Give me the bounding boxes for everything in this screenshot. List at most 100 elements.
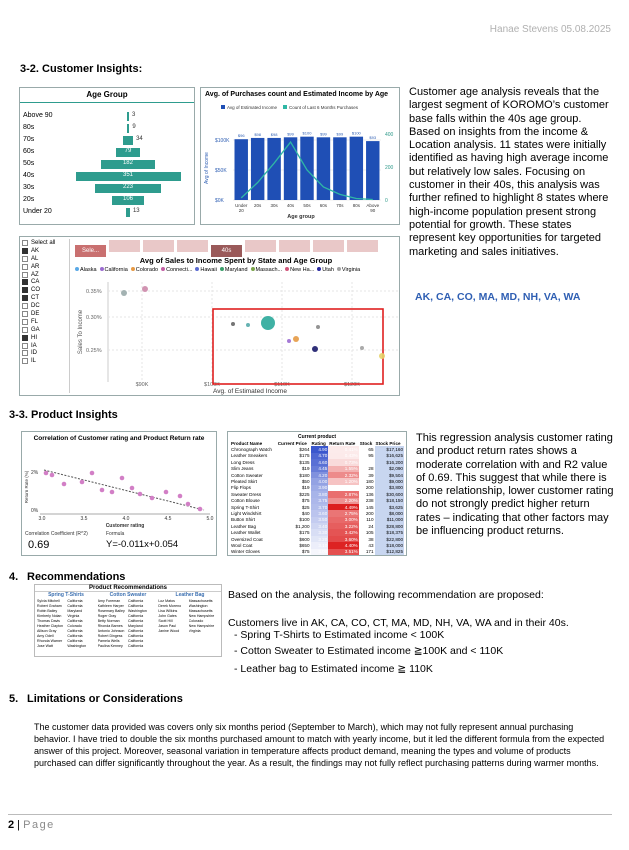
- x-tick: 60s: [320, 203, 328, 208]
- regression-point: [43, 470, 49, 476]
- table-row: Winter Gloves $75 3.00 3.51% 171 $12,825: [231, 548, 404, 556]
- y-tick: 0.35%: [86, 289, 102, 295]
- scatter-legend-item: Alaska: [75, 267, 97, 273]
- x-tick: 20s: [254, 203, 262, 208]
- rec-item: - Spring T-Shirts to Estimated income < …: [234, 629, 445, 641]
- scatter-point: [287, 339, 291, 343]
- age-group-chart: Age Group Above 90 80s 70s 60s 50s 40s 30s 20s U…: [19, 87, 195, 225]
- table-row: Long Dress $135 4.60 0.73% $16,200: [231, 459, 404, 466]
- age-tab[interactable]: [143, 240, 174, 252]
- y-tick: 0%: [31, 508, 39, 514]
- regression-point: [163, 489, 169, 495]
- x-tick: 40s: [287, 203, 295, 208]
- age-tab[interactable]: [109, 240, 140, 252]
- age-category-label: Above 90: [23, 112, 53, 119]
- table-row: Cotton Blouse $75 3.75 2.20% 238 $18,150: [231, 497, 404, 504]
- state-checkbox-fl[interactable]: FL: [22, 318, 69, 326]
- state-checkbox-al[interactable]: AL: [22, 255, 69, 263]
- state-checkbox-ct[interactable]: CT: [22, 294, 69, 302]
- scatter-legend-item: Hawaii: [195, 267, 217, 273]
- regression-point: [197, 506, 203, 512]
- table-row: Pleated Skirt $50 4.00 1.20% 180 $9,000: [231, 478, 404, 485]
- x-tick: Above: [366, 203, 379, 208]
- scatter-legend-item: Maryland: [219, 267, 248, 273]
- age-chart-title: Age Group: [86, 90, 128, 99]
- table-row: Button Shirt $100 3.50 3.00% 110 $11,000: [231, 516, 404, 524]
- age-bar: [126, 207, 130, 217]
- y2-tick: 400: [385, 132, 394, 138]
- table-row: Jose Watt Washington Paulina Kenney Califor…: [37, 644, 144, 648]
- section-title-customer-insights: 3-2. Customer Insights:: [20, 63, 143, 75]
- income-value-label: $100: [303, 131, 313, 136]
- scatter-point: [142, 286, 148, 292]
- regression-plot: 2% 0%Return Rate (%) 3.0 3.5 4.0 4.5 5.0 Custom…: [24, 469, 214, 529]
- table-row: Oversized Coat $600 3.20 3.60% 38 $22,800: [231, 535, 404, 543]
- table-row: Wool Coat $650 3.10 4.40% 43 $18,000: [231, 542, 404, 549]
- scatter-point: [379, 353, 385, 359]
- footer-divider: [8, 814, 612, 815]
- scatter-legend-item: Virginia: [336, 267, 360, 273]
- table-row: Allison Gray California Antonio Johnson Cal…: [37, 629, 201, 633]
- state-checkbox-ak[interactable]: AK: [22, 247, 69, 255]
- state-checkbox-ar[interactable]: AR: [22, 263, 69, 271]
- state-checkbox-az[interactable]: AZ: [22, 271, 69, 279]
- regression-point: [137, 491, 143, 497]
- y-tick: 0.30%: [86, 315, 102, 321]
- age-tab[interactable]: [279, 240, 310, 252]
- table-row: Light Windshirt $40 3.60 2.75% 200 $8,000: [231, 510, 404, 517]
- legend-income: Avg of Estimated Income: [221, 105, 277, 110]
- age-tab[interactable]: Sele...: [75, 245, 106, 257]
- income-value-label: $99: [337, 131, 344, 136]
- x-tick: 80s: [353, 203, 361, 208]
- trend-line: [43, 469, 205, 511]
- rec-intro: Based on the analysis, the following rec…: [228, 589, 544, 601]
- table-row: Leather Bag $1,200 3.40 3.22% 24 $28,800: [231, 523, 404, 530]
- age-category-label: 20s: [23, 196, 35, 203]
- rec-table-title: Product Recommendations: [35, 585, 221, 592]
- table-row: Amy Odell California Robert Dingess Califor…: [37, 634, 144, 638]
- state-checkbox-ia[interactable]: IA: [22, 342, 69, 350]
- product-table: Product Name Current Price Rating Return Ra…: [230, 440, 404, 556]
- state-checkbox-id[interactable]: ID: [22, 349, 69, 357]
- age-bar-value: 79: [124, 148, 132, 154]
- state-checkbox-co[interactable]: CO: [22, 286, 69, 294]
- state-checkbox-il[interactable]: IL: [22, 357, 69, 365]
- author-date: Hanae Stevens 05.08.2025: [489, 24, 611, 35]
- state-checkbox-ca[interactable]: CA: [22, 278, 69, 286]
- x-tick: 4.5: [165, 516, 172, 522]
- table-row: Robin Bailey Maryland Rosemary Bailey Washi…: [37, 609, 213, 613]
- age-tab[interactable]: [177, 240, 208, 252]
- x-tick: 4.0: [123, 516, 130, 522]
- highlight-box: [212, 308, 384, 385]
- section-title-product-insights: 3-3. Product Insights: [9, 409, 118, 421]
- age-tab[interactable]: 40s: [211, 245, 242, 257]
- age-bar: [122, 135, 134, 145]
- age-tab[interactable]: [313, 240, 344, 252]
- page-sep: |: [14, 819, 24, 831]
- income-bar: [267, 137, 281, 200]
- table-row: Robert Graham California Kathleen Harper Ca…: [37, 604, 208, 608]
- x-tick: 90: [370, 208, 376, 213]
- scatter-legend-item: California: [99, 267, 128, 273]
- customer-insights-text: Customer age analysis reveals that the l…: [409, 86, 609, 258]
- state-checkbox-dc[interactable]: DC: [22, 302, 69, 310]
- age-tab[interactable]: [347, 240, 378, 252]
- product-table-title: Current product: [297, 434, 337, 440]
- state-checkbox-hi[interactable]: HI: [22, 334, 69, 342]
- x-tick: $100K: [204, 382, 220, 388]
- x-tick: 5.0: [207, 516, 214, 522]
- income-value-label: $93: [369, 135, 376, 140]
- scatter-point: [261, 316, 275, 330]
- y-tick: $50K: [215, 168, 227, 174]
- table-row: Chronograph Watch $264 4.90 0.41% 65 $17,160: [231, 446, 404, 453]
- section-title-recommendations: Recommendations: [27, 571, 126, 583]
- regression-title: Correlation of Customer rating and Produ…: [33, 435, 205, 442]
- age-tab[interactable]: [245, 240, 276, 252]
- x-tick: 70s: [336, 203, 344, 208]
- state-checkbox-de[interactable]: DE: [22, 310, 69, 318]
- income-bar: [300, 136, 314, 200]
- coef-value: 0.69: [28, 539, 50, 551]
- x-axis-label: Age group: [287, 214, 315, 220]
- state-checkbox-ga[interactable]: GA: [22, 326, 69, 334]
- select-all-checkbox[interactable]: Select all: [22, 239, 69, 247]
